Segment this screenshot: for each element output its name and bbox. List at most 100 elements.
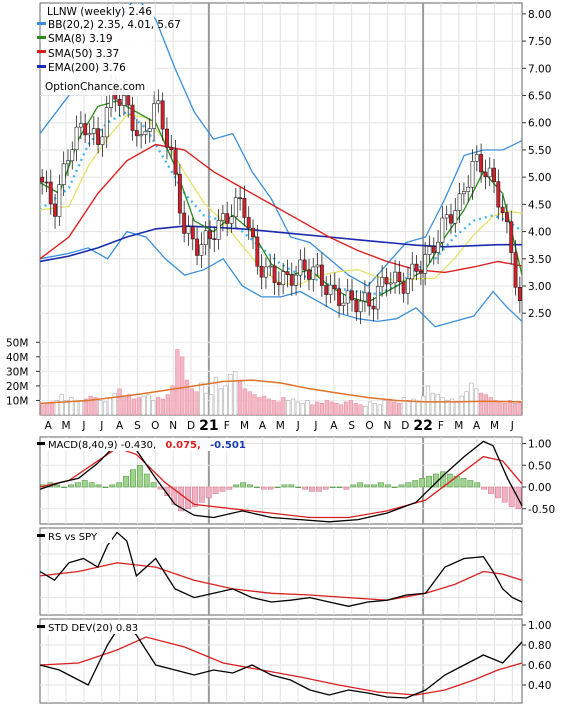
- macd-histogram-bar: [143, 473, 150, 488]
- candle-body: [311, 266, 316, 280]
- volume-bar: [141, 395, 146, 415]
- volume-bar: [266, 398, 272, 415]
- rs-legend-label: RS vs SPY: [48, 532, 98, 543]
- candle-body: [393, 271, 397, 284]
- volume-bar: [262, 395, 267, 415]
- volume-bars: [40, 349, 522, 415]
- macd-histogram-bar: [350, 484, 357, 488]
- candle-body: [397, 271, 402, 283]
- candle-body: [466, 186, 471, 192]
- volume-bar: [242, 388, 247, 415]
- macd-panel: MACD(8,40,9) -0.430, 0.075, -0.501 1.00 0…: [37, 436, 555, 525]
- macd-histogram-bar: [398, 484, 405, 488]
- volume-bar: [343, 401, 349, 415]
- rs-panel-frame: [39, 527, 523, 616]
- rs-line: [39, 531, 523, 607]
- candle-body: [341, 302, 346, 306]
- month-axis: A M J J A S O N D 21 F M A M J J A S O N D 22 F M A M J: [45, 418, 514, 434]
- macd-signal-line: [39, 447, 523, 519]
- volume-bar: [155, 397, 161, 415]
- macd-histogram-bar: [54, 484, 61, 488]
- volume-bar: [464, 391, 469, 415]
- macd-histogram-bar: [364, 484, 370, 488]
- month-label: A: [45, 420, 53, 432]
- volume-bar: [421, 395, 426, 415]
- stddev-axis: 1.00 0.80 0.60 0.40: [522, 620, 551, 692]
- macd-histogram-bar: [136, 465, 143, 488]
- candle-body: [246, 217, 251, 229]
- macd-tick-label: -0.50: [528, 504, 555, 516]
- volume-bar: [170, 385, 175, 415]
- volume-bar: [271, 400, 276, 415]
- candle-body: [281, 271, 286, 285]
- volume-bar: [40, 404, 45, 415]
- candle-body: [315, 264, 320, 268]
- candle-body: [384, 277, 389, 285]
- candle-body: [203, 230, 208, 245]
- volume-bar: [368, 401, 373, 415]
- macd-histogram-bar: [329, 486, 336, 488]
- month-label: J: [296, 420, 300, 432]
- volume-bar: [257, 397, 262, 415]
- candle-body: [453, 210, 458, 224]
- volume-bar: [507, 400, 513, 415]
- macd-histogram-bar: [198, 486, 205, 503]
- volume-bar: [88, 395, 93, 415]
- rs-legend-background: [42, 530, 112, 543]
- legend-sma50: SMA(50) 3.37: [37, 48, 119, 60]
- candle-body: [307, 269, 311, 280]
- candle-body: [324, 285, 329, 295]
- candle-body: [160, 100, 165, 130]
- macd-legend-swatch: [37, 442, 45, 445]
- candle-body: [208, 230, 212, 240]
- price-tick-label: 7.00: [528, 63, 551, 75]
- price-tick-label: 6.00: [528, 118, 551, 130]
- stddev-legend-label: STD DEV(20) 0.83: [48, 623, 138, 634]
- macd-histogram-bar: [419, 478, 426, 488]
- price-panel: LLNW (weekly) 2.46 BB(20,2) 2.35, 4.01, …: [6, 2, 551, 434]
- macd-legend-label: MACD(8,40,9) -0.430,: [48, 440, 156, 451]
- candle-body: [152, 103, 156, 129]
- volume-bar: [107, 397, 113, 415]
- macd-histogram-bar: [68, 484, 74, 488]
- volume-bar: [469, 382, 474, 415]
- candle-body: [337, 288, 342, 306]
- candle-body: [487, 167, 492, 178]
- volume-bar: [117, 388, 122, 415]
- candle-body: [345, 290, 350, 304]
- volume-bar: [45, 403, 50, 415]
- candle-body: [229, 216, 234, 224]
- macd-histogram-bar: [233, 484, 240, 488]
- volume-bar: [416, 401, 421, 415]
- macd-histogram-bar: [240, 482, 247, 488]
- candle-body: [190, 226, 195, 240]
- volume-bar: [223, 385, 228, 415]
- volume-bar: [324, 400, 329, 415]
- volume-tick-label: 10M: [6, 395, 28, 407]
- candle-body: [182, 212, 187, 234]
- chart-title: LLNW (weekly) 2.46: [47, 6, 152, 18]
- volume-bar: [64, 400, 69, 415]
- legend-background: [42, 5, 154, 95]
- volume-bar: [382, 400, 387, 415]
- candle-body: [418, 271, 423, 274]
- volume-bar: [305, 400, 310, 415]
- macd-histogram-bar: [192, 486, 198, 507]
- macd-histogram-bar: [295, 486, 302, 488]
- candle-body: [289, 274, 294, 286]
- volume-bar: [83, 398, 88, 415]
- candle-body: [457, 193, 462, 211]
- volume-bar: [353, 403, 358, 415]
- price-tick-label: 4.00: [528, 227, 551, 239]
- macd-histogram-bar: [150, 482, 157, 488]
- volume-bar: [286, 400, 291, 415]
- macd-histogram-bar: [130, 469, 136, 488]
- macd-histogram-bar: [88, 482, 95, 488]
- macd-histogram-bar: [322, 486, 329, 490]
- candle-body: [483, 171, 488, 178]
- macd-histogram-bar: [178, 486, 185, 512]
- legend-bb-label: BB(20,2) 2.35, 4.01, 5.67: [48, 19, 181, 31]
- candle-body: [74, 126, 79, 150]
- month-label: N: [169, 420, 177, 432]
- macd-histogram-bar: [288, 484, 295, 488]
